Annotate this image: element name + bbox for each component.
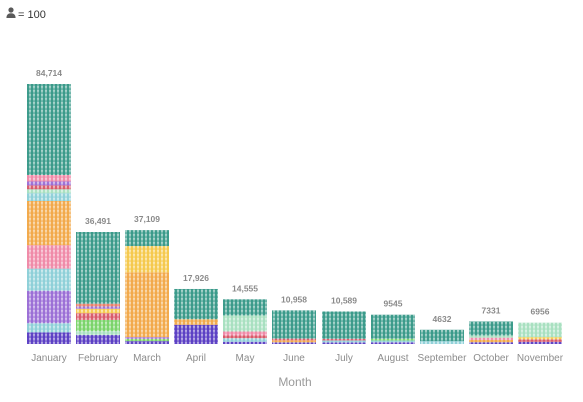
month-label: August	[377, 353, 408, 364]
total-label: 10,958	[281, 294, 307, 304]
bar-april	[174, 288, 218, 344]
month-label: May	[236, 353, 255, 364]
person-icon-grid	[125, 230, 169, 344]
person-icon-grid	[272, 310, 316, 344]
bar-july	[322, 311, 366, 344]
bar-march	[125, 230, 169, 344]
bar-october	[469, 321, 513, 344]
month-label: October	[473, 353, 509, 364]
total-label: 4632	[433, 314, 452, 324]
month-label: April	[186, 353, 206, 364]
bar-november	[518, 322, 562, 344]
total-label: 6956	[531, 307, 550, 317]
month-label: January	[31, 353, 67, 364]
person-icon-grid	[27, 84, 71, 344]
total-label: 36,491	[85, 216, 111, 226]
month-label: November	[517, 353, 564, 364]
month-label: March	[133, 353, 161, 364]
person-icon-grid	[518, 322, 562, 344]
total-label: 84,714	[36, 68, 62, 78]
labels: 84,714 January 36,491 February 37,109 March 17…	[31, 68, 564, 364]
bar-september	[420, 329, 464, 344]
bar-august	[371, 314, 415, 344]
total-label: 10,589	[331, 296, 357, 306]
total-label: 17,926	[183, 273, 209, 283]
month-label: September	[418, 353, 468, 364]
x-axis-title: Month	[278, 375, 311, 389]
total-label: 7331	[482, 306, 501, 316]
person-icon-grid	[174, 288, 218, 344]
month-label: February	[78, 353, 118, 364]
person-icon	[6, 7, 16, 18]
person-icon-grid	[420, 329, 464, 344]
month-label: June	[283, 353, 305, 364]
legend: = 100	[6, 7, 46, 21]
person-icon-grid	[371, 314, 415, 344]
legend-text: = 100	[18, 9, 46, 21]
bar-february	[76, 232, 120, 344]
bar-june	[272, 310, 316, 344]
bar-may	[223, 299, 267, 344]
total-label: 14,555	[232, 283, 258, 293]
person-icon-grid	[76, 232, 120, 344]
person-icon-grid	[223, 299, 267, 344]
total-label: 9545	[384, 299, 403, 309]
person-icon-grid	[469, 321, 513, 344]
person-icon-grid	[322, 311, 366, 344]
month-label: July	[335, 353, 353, 364]
total-label: 37,109	[134, 214, 160, 224]
bars	[27, 84, 562, 344]
bar-january	[27, 84, 71, 344]
